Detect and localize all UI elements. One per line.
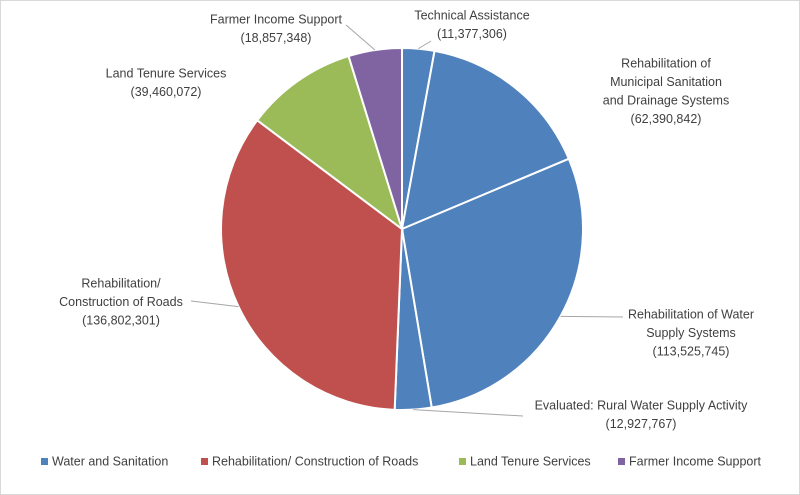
leader-line	[560, 315, 624, 318]
leader-line	[413, 409, 524, 417]
slice-label: Technical Assistance	[414, 8, 529, 22]
pie-slice	[400, 49, 571, 231]
legend-swatch	[41, 458, 48, 465]
slice-label: Rehabilitation of	[621, 56, 711, 70]
value-label: (12,927,767)	[606, 417, 677, 431]
value-label: (39,460,072)	[131, 85, 202, 99]
slice-label: Farmer Income Support	[210, 12, 343, 26]
leader-line	[418, 40, 432, 50]
value-label: (113,525,745)	[653, 344, 730, 358]
value-label: (136,802,301)	[82, 313, 160, 327]
leader-line	[345, 24, 376, 51]
value-label: (11,377,306)	[437, 27, 507, 41]
pie-slice	[255, 54, 404, 232]
slice-label: Municipal Sanitation	[610, 75, 722, 89]
legend-swatch	[459, 458, 466, 465]
value-label: (62,390,842)	[631, 112, 702, 126]
legend-swatch	[618, 458, 625, 465]
slice-label: Supply Systems	[646, 326, 736, 340]
slice-label: Construction of Roads	[59, 295, 183, 309]
slice-label: and Drainage Systems	[603, 93, 729, 107]
legend-label: Water and Sanitation	[52, 454, 168, 468]
leader-line	[190, 300, 239, 308]
slice-label: Land Tenure Services	[106, 66, 227, 80]
pie-slice	[400, 157, 584, 409]
slice-label: Rehabilitation/	[81, 276, 161, 290]
legend-label: Farmer Income Support	[629, 454, 762, 468]
slice-label: Rehabilitation of Water	[628, 307, 754, 321]
value-label: (18,857,348)	[241, 31, 312, 45]
legend-swatch	[201, 458, 208, 465]
legend-label: Land Tenure Services	[470, 454, 591, 468]
legend-label: Rehabilitation/ Construction of Roads	[212, 454, 418, 468]
pie-slice	[347, 46, 403, 230]
slice-label: Evaluated: Rural Water Supply Activity	[535, 398, 749, 412]
